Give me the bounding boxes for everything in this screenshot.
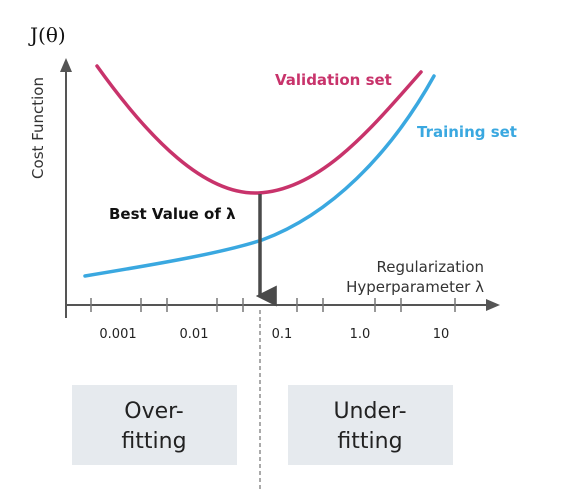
x-axis-label-line1: Regularization [377,258,485,276]
x-axis-label-line2: Hyperparameter λ [346,278,484,296]
underfitting-label-line1: Under- [333,399,406,424]
x-axis-minor-ticks [90,298,456,312]
tick-label: 0.01 [180,327,209,342]
validation-legend-label: Validation set [275,71,392,89]
underfitting-label-line2: fitting [337,429,402,454]
training-curve [83,74,436,278]
best-value-label: Best Value of λ [109,205,236,223]
tick-label: 1.0 [350,327,371,342]
chart-title: J(θ) [28,23,66,47]
overfitting-label-line2: fitting [121,429,186,454]
underfitting-box [288,385,453,465]
validation-curve [95,64,423,195]
overfitting-label-line1: Over- [124,399,183,424]
y-axis-arrowhead [60,58,72,72]
tick-label: 0.1 [272,327,293,342]
x-axis-arrowhead [486,299,500,311]
tick-label: 0.001 [99,327,136,342]
tick-label: 10 [433,327,450,342]
y-axis-label: Cost Function [29,77,47,179]
training-legend-label: Training set [417,123,517,141]
overfitting-box [72,385,237,465]
